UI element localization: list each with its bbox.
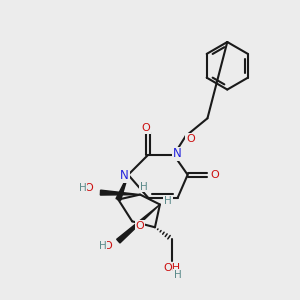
Text: O: O — [103, 241, 112, 251]
Text: N: N — [120, 169, 129, 182]
Text: N: N — [173, 148, 182, 160]
Text: O: O — [186, 134, 195, 144]
Text: O: O — [136, 221, 145, 231]
Text: H: H — [164, 196, 172, 206]
Text: H: H — [79, 183, 87, 193]
Polygon shape — [100, 190, 140, 195]
Text: O: O — [142, 123, 150, 133]
Text: H: H — [140, 182, 148, 192]
Polygon shape — [117, 205, 160, 243]
Polygon shape — [116, 175, 128, 200]
Text: H: H — [99, 241, 106, 251]
Text: O: O — [210, 170, 219, 180]
Text: O: O — [85, 183, 94, 193]
Text: OH: OH — [163, 263, 180, 273]
Text: H: H — [174, 270, 182, 280]
